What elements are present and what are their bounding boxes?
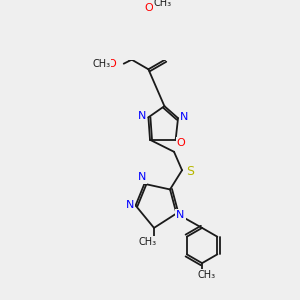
- Text: N: N: [176, 210, 184, 220]
- Text: CH₃: CH₃: [198, 270, 216, 280]
- Text: CH₃: CH₃: [92, 59, 110, 69]
- Text: N: N: [180, 112, 189, 122]
- Text: S: S: [186, 165, 194, 178]
- Text: O: O: [144, 3, 153, 14]
- Text: CH₃: CH₃: [154, 0, 172, 8]
- Text: CH₃: CH₃: [139, 237, 157, 247]
- Text: N: N: [138, 111, 146, 121]
- Text: N: N: [138, 172, 146, 182]
- Text: O: O: [107, 59, 116, 69]
- Text: N: N: [126, 200, 134, 211]
- Text: O: O: [177, 138, 186, 148]
